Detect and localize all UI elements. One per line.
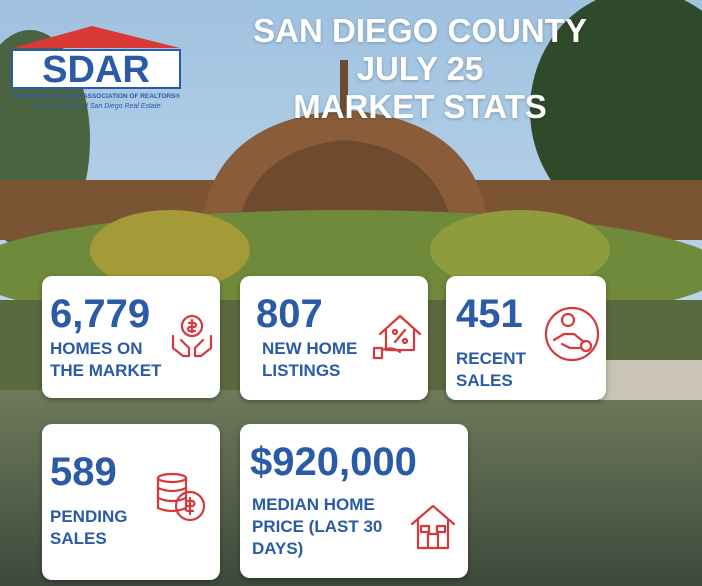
- title-line: JULY 25: [356, 50, 484, 87]
- stat-label: THE MARKET: [50, 361, 162, 380]
- stat-label: NEW HOME: [262, 339, 358, 358]
- stat-label: PRICE (LAST 30: [252, 517, 383, 536]
- logo-org: GREATER SAN DIEGO ASSOCIATION OF REALTOR…: [12, 92, 181, 100]
- stat-value: $920,000: [250, 440, 417, 484]
- logo-tagline: A Trusted Voice of San Diego Real Estate: [30, 103, 160, 110]
- logo: SDAR GREATER SAN DIEGO ASSOCIATION OF RE…: [4, 20, 184, 115]
- stat-value: 589: [50, 450, 117, 494]
- stat-label: SALES: [456, 371, 513, 390]
- stat-label: PENDING: [50, 507, 128, 526]
- stat-label: RECENT: [456, 349, 526, 368]
- stat-value: 451: [456, 292, 523, 336]
- logo-name: SDAR: [42, 49, 150, 91]
- stat-card: 451 RECENT SALES: [446, 276, 606, 400]
- icon-coins: [156, 472, 206, 522]
- icon-money-hands: [171, 314, 213, 358]
- stat-card: 589 PENDING SALES: [42, 424, 220, 580]
- title-line: SAN DIEGO COUNTY: [253, 12, 587, 49]
- stat-card: $920,000 MEDIAN HOME PRICE (LAST 30 DAYS…: [240, 424, 468, 578]
- logo-mark: SDAR GREATER SAN DIEGO ASSOCIATION OF RE…: [11, 26, 181, 110]
- stat-card: 807 NEW HOME LISTINGS: [240, 276, 428, 400]
- stat-label: MEDIAN HOME: [252, 495, 375, 514]
- stat-label: HOMES ON: [50, 339, 143, 358]
- stat-label: LISTINGS: [262, 361, 341, 380]
- title-line: MARKET STATS: [293, 88, 547, 125]
- icon-house-percent: [372, 314, 422, 360]
- stat-label: DAYS): [252, 539, 304, 558]
- icon-handshake: [544, 306, 600, 362]
- stat-value: 807: [256, 292, 323, 336]
- stat-value: 6,779: [50, 292, 151, 336]
- stat-label: SALES: [50, 529, 107, 548]
- stat-card: 6,779 HOMES ON THE MARKET: [42, 276, 220, 398]
- icon-house: [410, 504, 456, 550]
